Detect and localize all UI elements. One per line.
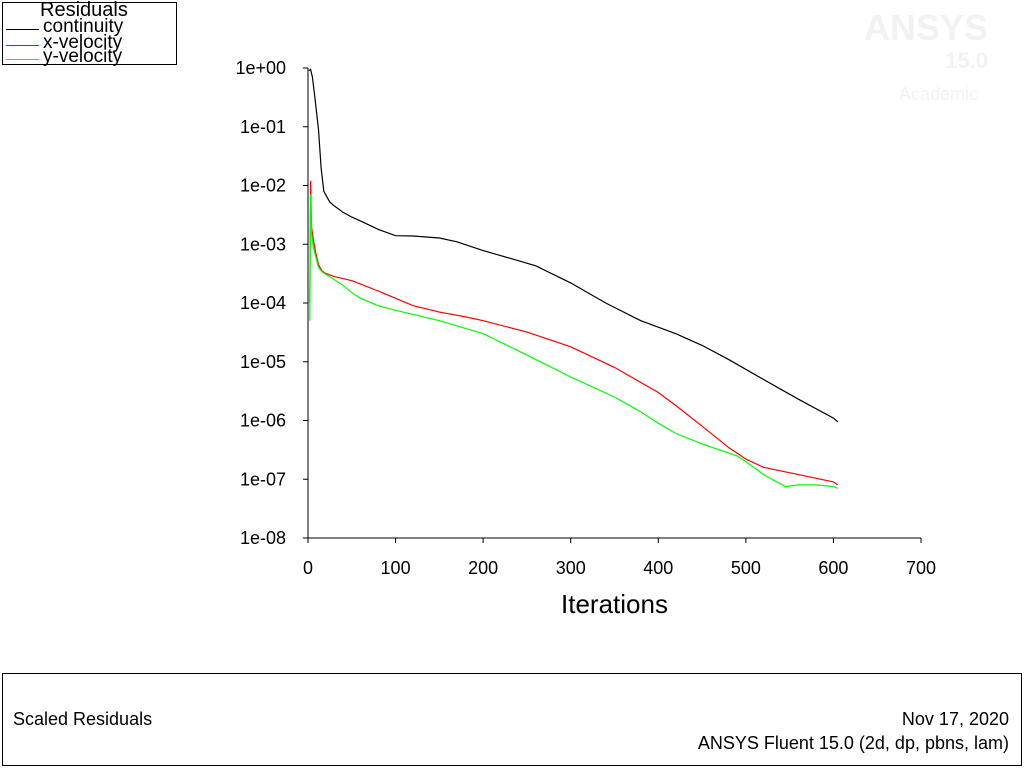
footer-version: ANSYS Fluent 15.0 (2d, dp, pbns, lam) [697, 733, 1009, 753]
y-tick-label: 1e-06 [240, 411, 286, 431]
y-tick-label: 1e-04 [240, 293, 286, 313]
x-tick-label: 600 [818, 558, 848, 578]
x-tick-label: 100 [381, 558, 411, 578]
residuals-chart: 1e+00 1e-01 1e-02 1e-03 1e-04 1e-05 1e-06 1e-07… [235, 58, 936, 619]
footer-panel: Scaled Residuals Nov 17, 2020 ANSYS Flue… [2, 673, 1022, 766]
watermark-edition: Academic [898, 84, 978, 104]
x-tick-label: 300 [556, 558, 586, 578]
series-line-continuity [308, 68, 839, 423]
legend-swatch-x-velocity [6, 45, 39, 46]
series-line-x-velocity [309, 180, 839, 486]
legend: Residuals continuity x-velocity y-veloci… [2, 0, 178, 67]
y-tick-label: 1e-01 [240, 117, 286, 137]
x-tick-label: 400 [643, 558, 673, 578]
y-tick-label: 1e-07 [240, 469, 286, 489]
legend-item-continuity: continuity [3, 16, 178, 37]
series-line-y-velocity [309, 194, 839, 489]
legend-label-continuity: continuity [43, 16, 124, 37]
x-tick-label: 700 [906, 558, 936, 578]
y-tick-label: 1e-02 [240, 176, 286, 196]
footer-date: Nov 17, 2020 [901, 709, 1009, 729]
legend-item-x-velocity: x-velocity [3, 32, 178, 53]
footer-title: Scaled Residuals [13, 709, 153, 729]
x-axis-title: Iterations [561, 589, 668, 619]
legend-swatch-y-velocity [6, 59, 39, 60]
y-tick-label: 1e-05 [240, 352, 286, 372]
watermark-version: 15.0 [945, 48, 988, 73]
y-tick-label: 1e-08 [240, 528, 286, 548]
legend-label-x-velocity: x-velocity [43, 32, 123, 53]
x-tick-label: 200 [468, 558, 498, 578]
legend-item-y-velocity: y-velocity [3, 46, 178, 67]
legend-swatch-continuity [6, 29, 39, 30]
x-tick-label: 500 [731, 558, 761, 578]
legend-label-y-velocity: y-velocity [43, 46, 123, 67]
legend-title: Residuals [40, 0, 128, 21]
y-tick-label: 1e-03 [240, 234, 286, 254]
y-tick-label: 1e+00 [235, 58, 286, 78]
x-tick-label: 0 [303, 558, 313, 578]
watermark-brand: ANSYS [863, 7, 988, 48]
